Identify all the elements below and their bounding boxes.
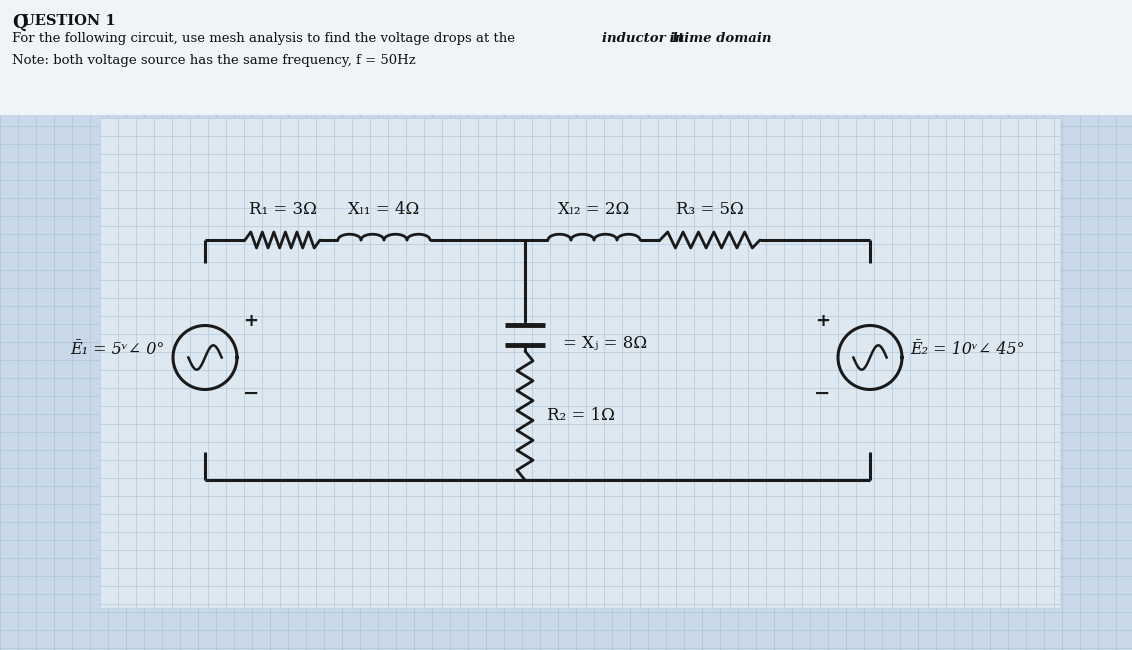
Text: −: − xyxy=(814,384,830,403)
Text: −: − xyxy=(243,384,259,403)
Text: Ē₁ = 5ᵛ∠ 0°: Ē₁ = 5ᵛ∠ 0° xyxy=(70,341,165,358)
Text: +: + xyxy=(815,313,830,330)
FancyBboxPatch shape xyxy=(0,0,1132,115)
Text: Ē₂ = 10ᵛ∠ 45°: Ē₂ = 10ᵛ∠ 45° xyxy=(910,341,1024,358)
Text: R₁ = 3Ω: R₁ = 3Ω xyxy=(249,202,317,218)
Text: Note: both voltage source has the same frequency, f = 50Hz: Note: both voltage source has the same f… xyxy=(12,54,415,67)
Text: +: + xyxy=(243,313,258,330)
Text: = Xⱼ = 8Ω: = Xⱼ = 8Ω xyxy=(563,335,648,352)
Text: R₃ = 5Ω: R₃ = 5Ω xyxy=(676,202,744,218)
Text: For the following circuit, use mesh analysis to find the voltage drops at the: For the following circuit, use mesh anal… xyxy=(12,32,520,45)
Text: Xₗ₁ = 4Ω: Xₗ₁ = 4Ω xyxy=(349,202,420,218)
Text: R₂ = 1Ω: R₂ = 1Ω xyxy=(547,407,615,424)
Text: inductor 1: inductor 1 xyxy=(602,32,679,45)
FancyBboxPatch shape xyxy=(100,118,1060,608)
Text: in: in xyxy=(664,32,689,45)
Text: Q: Q xyxy=(12,14,27,32)
Text: Xₗ₂ = 2Ω: Xₗ₂ = 2Ω xyxy=(558,202,629,218)
Text: UESTION 1: UESTION 1 xyxy=(22,14,115,28)
Text: time domain: time domain xyxy=(678,32,772,45)
